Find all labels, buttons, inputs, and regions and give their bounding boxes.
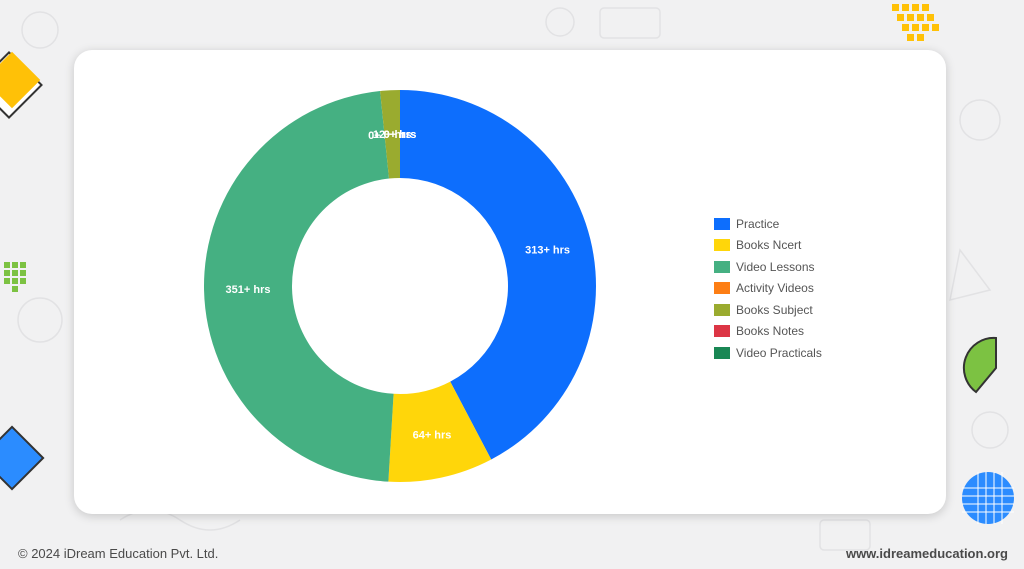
legend-label: Activity Videos [736,281,814,296]
blue-dotted-circle-decoration [962,472,1014,524]
data-label-practice: 313+ hrs [525,245,570,257]
legend-swatch [714,217,730,230]
copyright-text: © 2024 iDream Education Pvt. Ltd. [18,546,219,561]
legend-label: Video Lessons [736,259,815,274]
legend-swatch [714,239,730,252]
website-link[interactable]: www.idreameducation.org [845,546,1008,561]
green-grid-decoration [4,262,26,292]
legend-item-activity-videos[interactable]: Activity Videos [714,278,822,300]
legend-label: Books Notes [736,324,805,339]
green-arc-decoration [962,336,997,394]
data-label-books-subject: 12+ hrs [373,129,412,141]
slice-video-lessons[interactable] [204,91,394,482]
legend-label: Books Ncert [736,238,802,253]
legend-label: Books Subject [736,302,813,317]
slice-books-subject[interactable] [380,90,400,179]
chart-card: 313+ hrs 64+ hrs 351+ hrs 0+ hrs 12+ hrs 0+ h… [74,50,946,514]
slice-books-ncert[interactable] [388,381,492,482]
data-label-books-notes: 0+ hrs [384,129,417,141]
data-label-video-practicals: 0+ hrs [384,129,417,141]
legend-label: Practice [736,216,780,231]
legend-item-books-subject[interactable]: Books Subject [714,299,822,321]
legend-item-books-ncert[interactable]: Books Ncert [714,235,822,257]
chart-legend: Practice Books Ncert Video Lessons Activity… [714,213,822,364]
legend-item-video-lessons[interactable]: Video Lessons [714,256,822,278]
slice-practice[interactable] [400,90,596,460]
legend-label: Video Practicals [736,345,822,360]
blue-diamond-decoration [0,425,45,491]
yellow-grid-decoration [892,4,939,41]
legend-swatch [714,282,730,295]
legend-swatch [714,303,730,316]
legend-swatch [714,325,730,338]
legend-swatch [714,260,730,273]
legend-item-practice[interactable]: Practice [714,213,822,235]
yellow-diamond-decoration [0,51,43,119]
legend-item-video-practicals[interactable]: Video Practicals [714,342,822,364]
data-label-video-lessons: 351+ hrs [226,284,271,296]
data-label-books-ncert: 64+ hrs [413,430,452,442]
legend-swatch [714,346,730,359]
legend-item-books-notes[interactable]: Books Notes [714,321,822,343]
